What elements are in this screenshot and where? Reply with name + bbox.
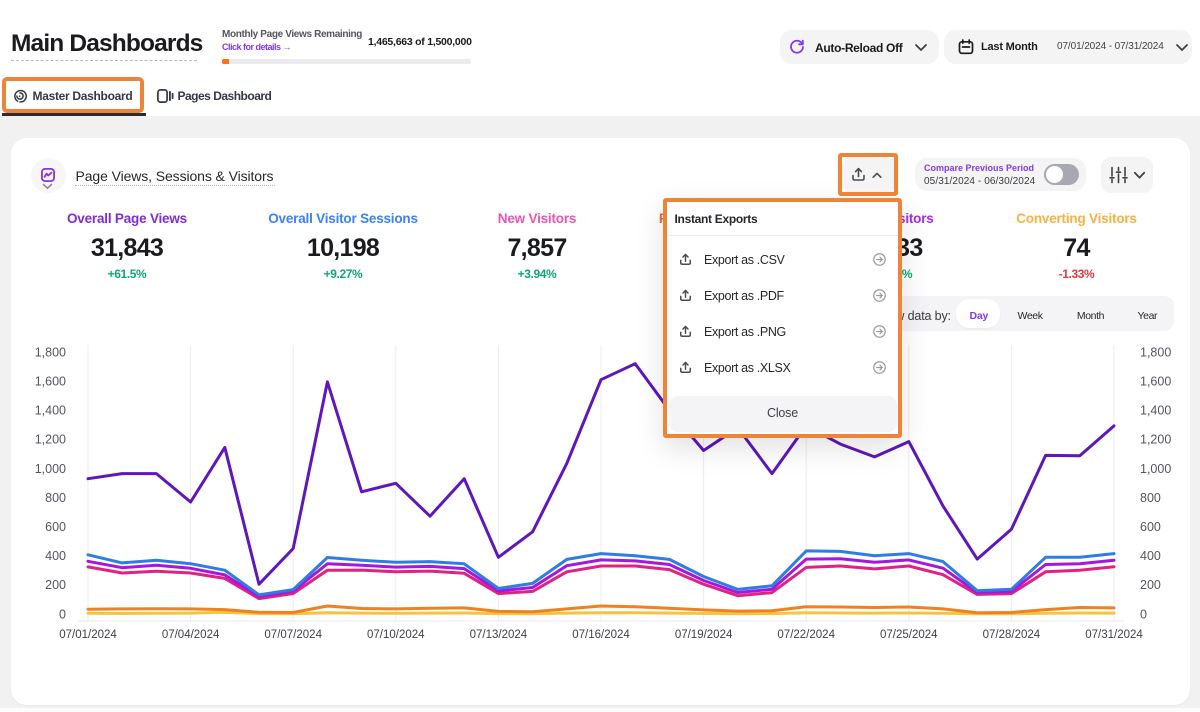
svg-text:07/13/2024: 07/13/2024 xyxy=(470,629,528,641)
svg-text:1,000: 1,000 xyxy=(1140,462,1171,476)
svg-text:07/01/2024: 07/01/2024 xyxy=(59,629,117,641)
svg-text:200: 200 xyxy=(1140,578,1161,592)
svg-text:07/07/2024: 07/07/2024 xyxy=(264,629,322,641)
svg-text:0: 0 xyxy=(59,607,66,621)
svg-text:400: 400 xyxy=(1140,549,1161,563)
svg-text:800: 800 xyxy=(1140,491,1161,505)
svg-text:1,800: 1,800 xyxy=(35,345,66,359)
svg-text:1,200: 1,200 xyxy=(1140,433,1171,447)
svg-text:07/10/2024: 07/10/2024 xyxy=(367,629,425,641)
svg-text:07/19/2024: 07/19/2024 xyxy=(675,629,733,641)
svg-text:1,800: 1,800 xyxy=(1140,345,1171,359)
svg-text:200: 200 xyxy=(45,578,66,592)
svg-text:07/31/2024: 07/31/2024 xyxy=(1085,629,1143,641)
svg-text:1,400: 1,400 xyxy=(1140,404,1171,418)
svg-text:07/04/2024: 07/04/2024 xyxy=(162,629,220,641)
svg-text:600: 600 xyxy=(1140,520,1161,534)
svg-text:1,600: 1,600 xyxy=(35,375,66,389)
svg-text:07/28/2024: 07/28/2024 xyxy=(983,629,1041,641)
svg-text:1,400: 1,400 xyxy=(35,404,66,418)
svg-text:1,200: 1,200 xyxy=(35,433,66,447)
svg-text:1,000: 1,000 xyxy=(35,462,66,476)
svg-text:07/22/2024: 07/22/2024 xyxy=(777,629,835,641)
svg-text:07/16/2024: 07/16/2024 xyxy=(572,629,630,641)
svg-text:0: 0 xyxy=(1140,607,1147,621)
svg-text:800: 800 xyxy=(45,491,66,505)
svg-text:07/25/2024: 07/25/2024 xyxy=(880,629,938,641)
svg-text:400: 400 xyxy=(45,549,66,563)
svg-text:1,600: 1,600 xyxy=(1140,375,1171,389)
svg-text:600: 600 xyxy=(45,520,66,534)
